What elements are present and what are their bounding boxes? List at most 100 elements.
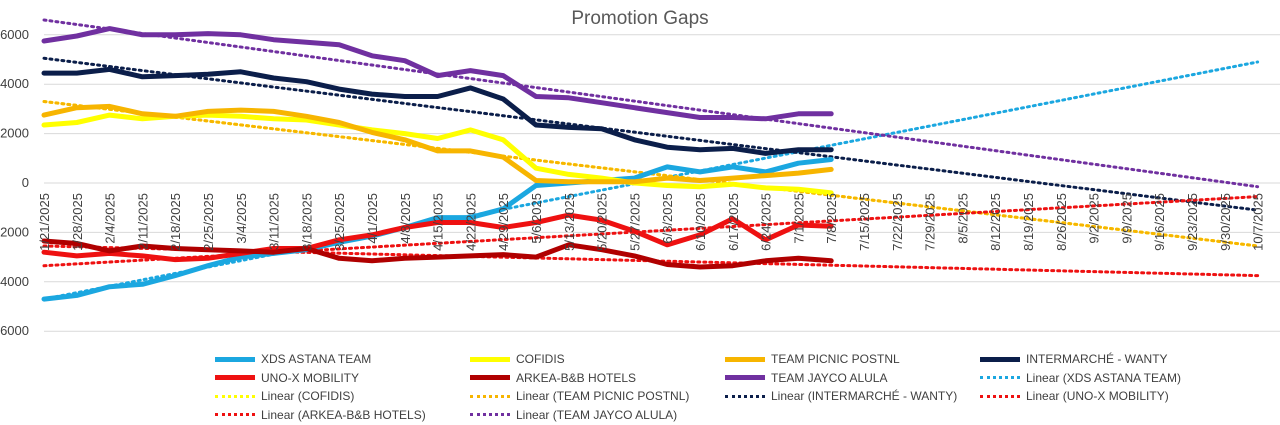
y-tick-label: 2000 bbox=[0, 224, 29, 239]
legend-swatch bbox=[725, 375, 765, 380]
legend-item: XDS ASTANA TEAM bbox=[215, 350, 371, 368]
legend-label: TEAM JAYCO ALULA bbox=[771, 370, 888, 385]
x-tick-label: 3/11/2025 bbox=[267, 193, 282, 250]
legend-swatch bbox=[470, 413, 510, 416]
y-tick-label: 2000 bbox=[0, 126, 29, 141]
x-tick-label: 4/22/2025 bbox=[463, 193, 478, 251]
x-axis-tick-labels: 1/21/2025 1/28/2025 2/4/2025 2/11/2025 2/18/… bbox=[37, 193, 1266, 251]
x-tick-label: 8/26/2025 bbox=[1054, 193, 1069, 251]
x-tick-label: 2/11/2025 bbox=[135, 193, 150, 250]
x-tick-label: 3/18/2025 bbox=[299, 193, 314, 251]
y-tick-label: 6000 bbox=[0, 27, 29, 42]
legend-swatch bbox=[980, 356, 1020, 362]
legend-swatch bbox=[980, 394, 1020, 398]
trendline-3 bbox=[42, 56, 1260, 212]
y-tick-label: 6000 bbox=[0, 323, 29, 338]
x-tick-label: 8/5/2025 bbox=[955, 193, 970, 244]
legend-item: UNO-X MOBILITY bbox=[215, 369, 359, 387]
gridlines bbox=[44, 34, 1280, 332]
legend-item: TEAM JAYCO ALULA bbox=[725, 369, 887, 387]
legend-swatch bbox=[725, 356, 765, 362]
x-tick-label: 2/4/2025 bbox=[103, 193, 118, 244]
legend-label: Linear (XDS ASTANA TEAM) bbox=[1026, 370, 1181, 385]
legend-label: TEAM PICNIC POSTNL bbox=[771, 352, 900, 366]
x-tick-label: 9/23/2025 bbox=[1185, 193, 1200, 251]
x-tick-label: 1/28/2025 bbox=[70, 193, 85, 251]
x-tick-label: 9/9/2025 bbox=[1119, 193, 1134, 244]
x-tick-label: 7/15/2025 bbox=[857, 193, 872, 251]
y-tick-label: 4000 bbox=[0, 76, 29, 91]
legend-swatch bbox=[215, 394, 255, 398]
legend-label: ARKEA-B&B HOTELS bbox=[516, 370, 637, 385]
x-tick-label: 6/17/2025 bbox=[726, 193, 741, 251]
x-tick-label: 4/8/2025 bbox=[398, 193, 413, 244]
x-tick-label: 8/19/2025 bbox=[1021, 193, 1036, 251]
y-tick-label: 4000 bbox=[0, 274, 29, 289]
series-line-0 bbox=[41, 157, 834, 302]
legend-label: Linear (TEAM JAYCO ALULA) bbox=[516, 407, 678, 422]
series-line-6 bbox=[41, 26, 834, 122]
legend-item: Linear (UNO-X MOBILITY) bbox=[980, 387, 1169, 405]
x-tick-label: 2/18/2025 bbox=[168, 193, 183, 251]
legend-label: INTERMARCHÉ - WANTY bbox=[1026, 352, 1168, 366]
legend-swatch bbox=[725, 394, 765, 398]
x-tick-label: 9/30/2025 bbox=[1218, 193, 1233, 251]
legend-label: Linear (INTERMARCHÉ - WANTY) bbox=[771, 389, 958, 403]
legend-item: Linear (TEAM JAYCO ALULA) bbox=[470, 406, 677, 424]
x-tick-label: 7/22/2025 bbox=[890, 193, 905, 251]
legend-item: Linear (XDS ASTANA TEAM) bbox=[980, 369, 1181, 387]
legend-item: INTERMARCHÉ - WANTY bbox=[980, 350, 1168, 368]
legend-swatch bbox=[470, 375, 510, 380]
legend-label: XDS ASTANA TEAM bbox=[261, 352, 372, 366]
legend-swatch bbox=[980, 376, 1020, 379]
x-tick-label: 3/25/2025 bbox=[332, 193, 347, 251]
x-tick-label: 6/3/2025 bbox=[660, 193, 675, 244]
legend-item: Linear (INTERMARCHÉ - WANTY) bbox=[725, 387, 957, 405]
legend-swatch bbox=[215, 375, 255, 380]
legend-swatch bbox=[215, 413, 255, 416]
x-tick-label: 8/12/2025 bbox=[988, 193, 1003, 251]
legend-label: Linear (ARKEA-B&B HOTELS) bbox=[261, 407, 426, 422]
x-tick-label: 9/2/2025 bbox=[1087, 193, 1102, 244]
x-tick-label: 7/29/2025 bbox=[923, 193, 938, 251]
y-tick-label: 0 bbox=[22, 175, 29, 190]
x-tick-label: 5/6/2025 bbox=[529, 193, 544, 244]
legend-label: Linear (COFIDIS) bbox=[261, 389, 355, 403]
series-lines bbox=[41, 26, 834, 302]
x-tick-label: 6/10/2025 bbox=[693, 193, 708, 251]
legend-label: Linear (UNO-X MOBILITY) bbox=[1026, 389, 1169, 403]
series-line-2 bbox=[41, 103, 834, 185]
legend-label: Linear (TEAM PICNIC POSTNL) bbox=[516, 389, 690, 403]
x-tick-label: 2/25/2025 bbox=[201, 193, 216, 251]
x-tick-label: 7/8/2025 bbox=[824, 193, 839, 244]
series-line-4 bbox=[41, 212, 834, 263]
legend-item: ARKEA-B&B HOTELS bbox=[470, 369, 636, 387]
legend-item: Linear (TEAM PICNIC POSTNL) bbox=[470, 387, 689, 405]
x-tick-label: 7/1/2025 bbox=[791, 193, 806, 244]
legend-swatch bbox=[215, 356, 255, 362]
legend-swatch bbox=[470, 356, 510, 362]
series-line-3 bbox=[41, 66, 834, 156]
legend-label: UNO-X MOBILITY bbox=[261, 370, 360, 385]
x-tick-label: 5/13/2025 bbox=[562, 193, 577, 251]
series-line-5 bbox=[41, 238, 834, 270]
x-tick-label: 4/15/2025 bbox=[431, 193, 446, 251]
x-tick-label: 5/27/2025 bbox=[627, 193, 642, 251]
y-axis-tick-labels: 6000 4000 2000 0 2000 4000 6000 bbox=[0, 27, 29, 338]
x-tick-label: 4/29/2025 bbox=[496, 193, 511, 251]
legend-item: COFIDIS bbox=[470, 350, 565, 368]
chart-title: Promotion Gaps bbox=[571, 8, 709, 29]
legend-item: TEAM PICNIC POSTNL bbox=[725, 350, 900, 368]
x-tick-label: 4/1/2025 bbox=[365, 193, 380, 244]
x-tick-label: 10/7/2025 bbox=[1251, 193, 1266, 251]
legend-item: Linear (COFIDIS) bbox=[215, 387, 354, 405]
x-tick-label: 9/16/2025 bbox=[1152, 193, 1167, 251]
legend-swatch bbox=[470, 394, 510, 398]
x-tick-label: 6/24/2025 bbox=[759, 193, 774, 251]
legend-item: Linear (ARKEA-B&B HOTELS) bbox=[215, 406, 426, 424]
trendline-6 bbox=[42, 18, 1260, 189]
legend: XDS ASTANA TEAM COFIDIS TEAM PICNIC POSTNL… bbox=[0, 350, 1280, 425]
x-tick-label: 1/21/2025 bbox=[37, 193, 52, 251]
x-tick-label: 3/4/2025 bbox=[234, 193, 249, 244]
line-chart: 6000 4000 2000 0 2000 4000 6000 1/21/2025 1/28/… bbox=[0, 18, 1280, 338]
